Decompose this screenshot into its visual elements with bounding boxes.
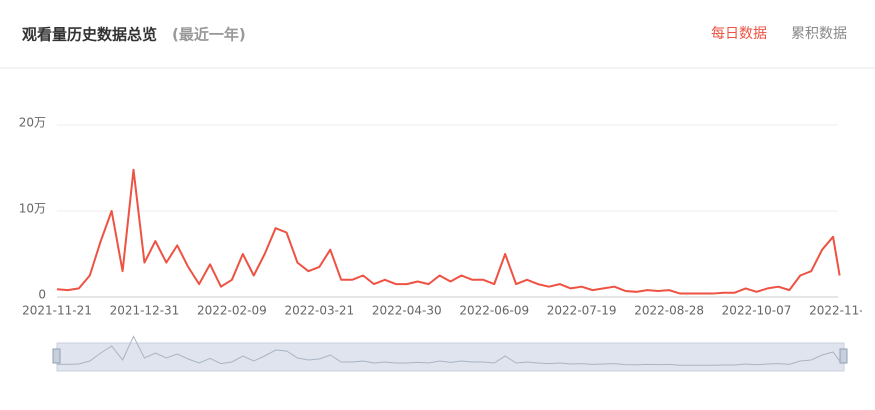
x-tick-label: 2022-06-09 — [459, 304, 529, 318]
x-tick-label: 2022-08-28 — [634, 304, 704, 318]
x-tick-label: 2021-12-31 — [110, 304, 180, 318]
x-tick-label: 2022-11-16 — [809, 304, 875, 318]
zoom-handle-left[interactable] — [52, 348, 61, 364]
x-tick-label: 2021-11-21 — [22, 304, 92, 318]
chart-title: 观看量历史数据总览 — [22, 26, 157, 44]
data-line — [56, 168, 841, 295]
y-tick-label: 20万 — [19, 116, 46, 130]
x-tick-label: 2022-07-19 — [547, 304, 617, 318]
plot: 0 10万 20万 2021-11-21 2021-12-31 2022-02-09 202… — [19, 116, 875, 318]
y-tick-label: 10万 — [19, 202, 46, 216]
x-tick-label: 2022-03-21 — [284, 304, 354, 318]
chart-subtitle: (最近一年) — [172, 26, 246, 44]
zoom-preview-line — [56, 335, 841, 366]
zoom-handle-right[interactable] — [839, 348, 848, 364]
zoom-slider[interactable] — [56, 342, 845, 372]
x-tick-label: 2022-10-07 — [722, 304, 792, 318]
tab-cumulative[interactable]: 累积数据 — [791, 26, 847, 42]
x-tick-label: 2022-04-30 — [372, 304, 442, 318]
x-tick-label: 2022-02-09 — [197, 304, 267, 318]
y-tick-label: 0 — [38, 288, 46, 302]
tab-daily[interactable]: 每日数据 — [711, 26, 767, 42]
